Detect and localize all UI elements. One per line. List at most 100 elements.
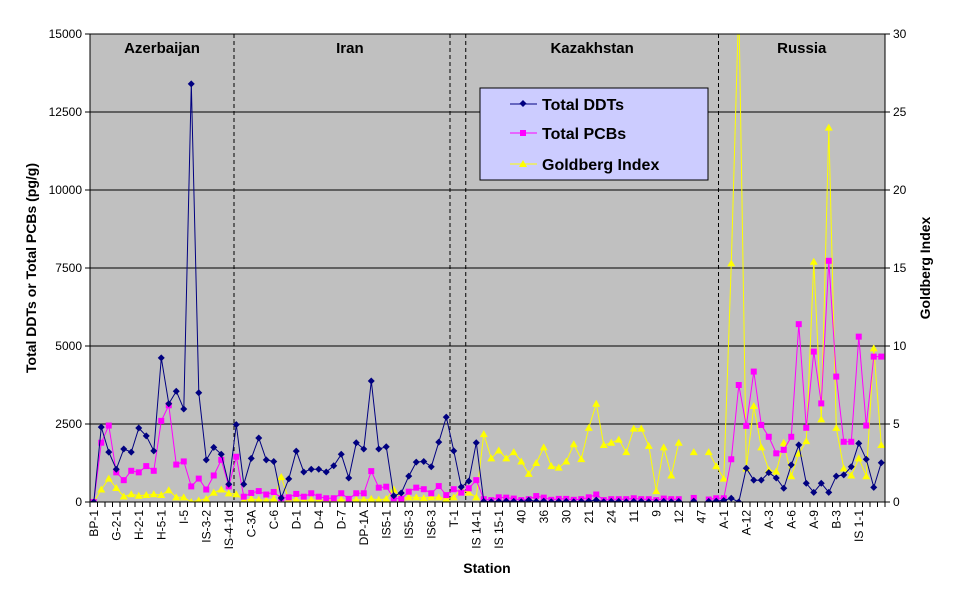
pcb-point (135, 469, 142, 476)
ddt-point (667, 498, 675, 502)
ddt-point (577, 497, 585, 502)
pcb-point (263, 491, 270, 498)
ddt-point (547, 498, 555, 502)
pcb-point (143, 463, 150, 470)
ddt-point (292, 447, 300, 455)
ddt-point (435, 438, 443, 446)
x-tick-label: IS 1-1 (852, 510, 866, 542)
goldberg-point (719, 474, 728, 482)
goldberg-point (809, 257, 818, 265)
ddt-point (255, 434, 263, 442)
ddt-point (97, 423, 105, 431)
goldberg-point (847, 471, 856, 479)
y-tick-label: 2500 (55, 417, 82, 431)
goldberg-point (607, 438, 616, 446)
x-tick-label: 36 (537, 510, 551, 524)
x-tick-label: C-6 (267, 510, 281, 530)
pcb-point (840, 438, 847, 445)
region-label: Iran (336, 40, 364, 57)
pcb-point (300, 493, 307, 500)
goldberg-point (179, 493, 188, 501)
x-tick-label: 24 (604, 510, 618, 524)
ddt-point (210, 443, 218, 451)
goldberg-point (509, 448, 518, 456)
ddt-point (382, 443, 390, 451)
goldberg-point (869, 344, 878, 352)
y2-tick-label: 0 (893, 495, 900, 509)
x-tick-label: A-3 (762, 510, 776, 529)
ddt-point (285, 475, 293, 483)
goldberg-point (652, 487, 661, 495)
ddt-point (187, 80, 195, 88)
pcb-point (270, 489, 277, 496)
ddt-point (787, 461, 795, 469)
goldberg-point (539, 443, 548, 451)
goldberg-point (479, 430, 488, 438)
ddt-point (150, 447, 158, 455)
pcb-point (375, 484, 382, 491)
goldberg-point (839, 464, 848, 472)
pcb-point (398, 495, 405, 502)
goldberg-point (487, 454, 496, 462)
goldberg-point (188, 498, 194, 502)
ddt-point (832, 472, 840, 480)
goldberg-point (442, 494, 451, 502)
ddt-point (157, 354, 165, 362)
goldberg-point (224, 489, 233, 497)
y-tick-label: 5000 (55, 339, 82, 353)
goldberg-point (637, 424, 646, 432)
pcb-point (443, 492, 450, 499)
goldberg-point (389, 485, 398, 493)
ddt-point (442, 413, 450, 421)
legend-box (479, 87, 709, 181)
x-axis-title: Station (463, 560, 510, 576)
pcb-point (233, 453, 240, 460)
x-tick-label: IS5-3 (402, 510, 416, 539)
goldberg-point (832, 423, 841, 431)
pcb-point (323, 495, 330, 502)
pcb-point (218, 456, 225, 463)
pcb-point (248, 489, 255, 496)
ddt-point (585, 497, 593, 502)
legend-ddt-marker (519, 99, 527, 108)
ddt-point (735, 498, 743, 502)
legend-goldberg-marker (519, 160, 527, 167)
region-label: Russia (777, 40, 827, 57)
x-tick-label: B-3 (829, 510, 843, 529)
goldberg-point (217, 485, 226, 493)
y2-tick-label: 5 (893, 417, 900, 431)
x-tick-label: A-12 (739, 510, 753, 536)
ddt-point (247, 454, 255, 462)
goldberg-point (269, 494, 278, 502)
ddt-point (487, 498, 495, 502)
pcb-point (353, 490, 360, 497)
pcb-point (188, 483, 195, 490)
pcb-point (98, 439, 105, 446)
ddt-point (840, 471, 848, 479)
pcb-point (818, 400, 825, 407)
x-tick-label: IS-3-2 (199, 510, 213, 543)
pcb-point (743, 422, 750, 429)
ddt-point (480, 497, 488, 502)
ddt-point (765, 469, 773, 477)
goldberg-point (209, 488, 218, 496)
ddt-point (337, 450, 345, 458)
ddt-point (450, 447, 458, 455)
pcb-point (383, 483, 390, 490)
goldberg-point (434, 493, 443, 501)
ddt-point (712, 497, 720, 502)
goldberg-point (360, 495, 368, 502)
legend-pcb-label: Total PCBs (542, 126, 626, 143)
goldberg-point (592, 399, 601, 407)
ddt-point (397, 489, 405, 497)
ddt-point (540, 497, 548, 502)
x-tick-label: 40 (514, 510, 528, 524)
pcb-point (450, 486, 457, 493)
ddt-point (660, 497, 668, 502)
pcb-point (285, 494, 292, 501)
ddt-point (405, 472, 413, 480)
goldberg-point (517, 457, 526, 465)
pcb-point (428, 490, 435, 497)
goldberg-point (599, 441, 608, 449)
ddt-point (622, 498, 630, 502)
